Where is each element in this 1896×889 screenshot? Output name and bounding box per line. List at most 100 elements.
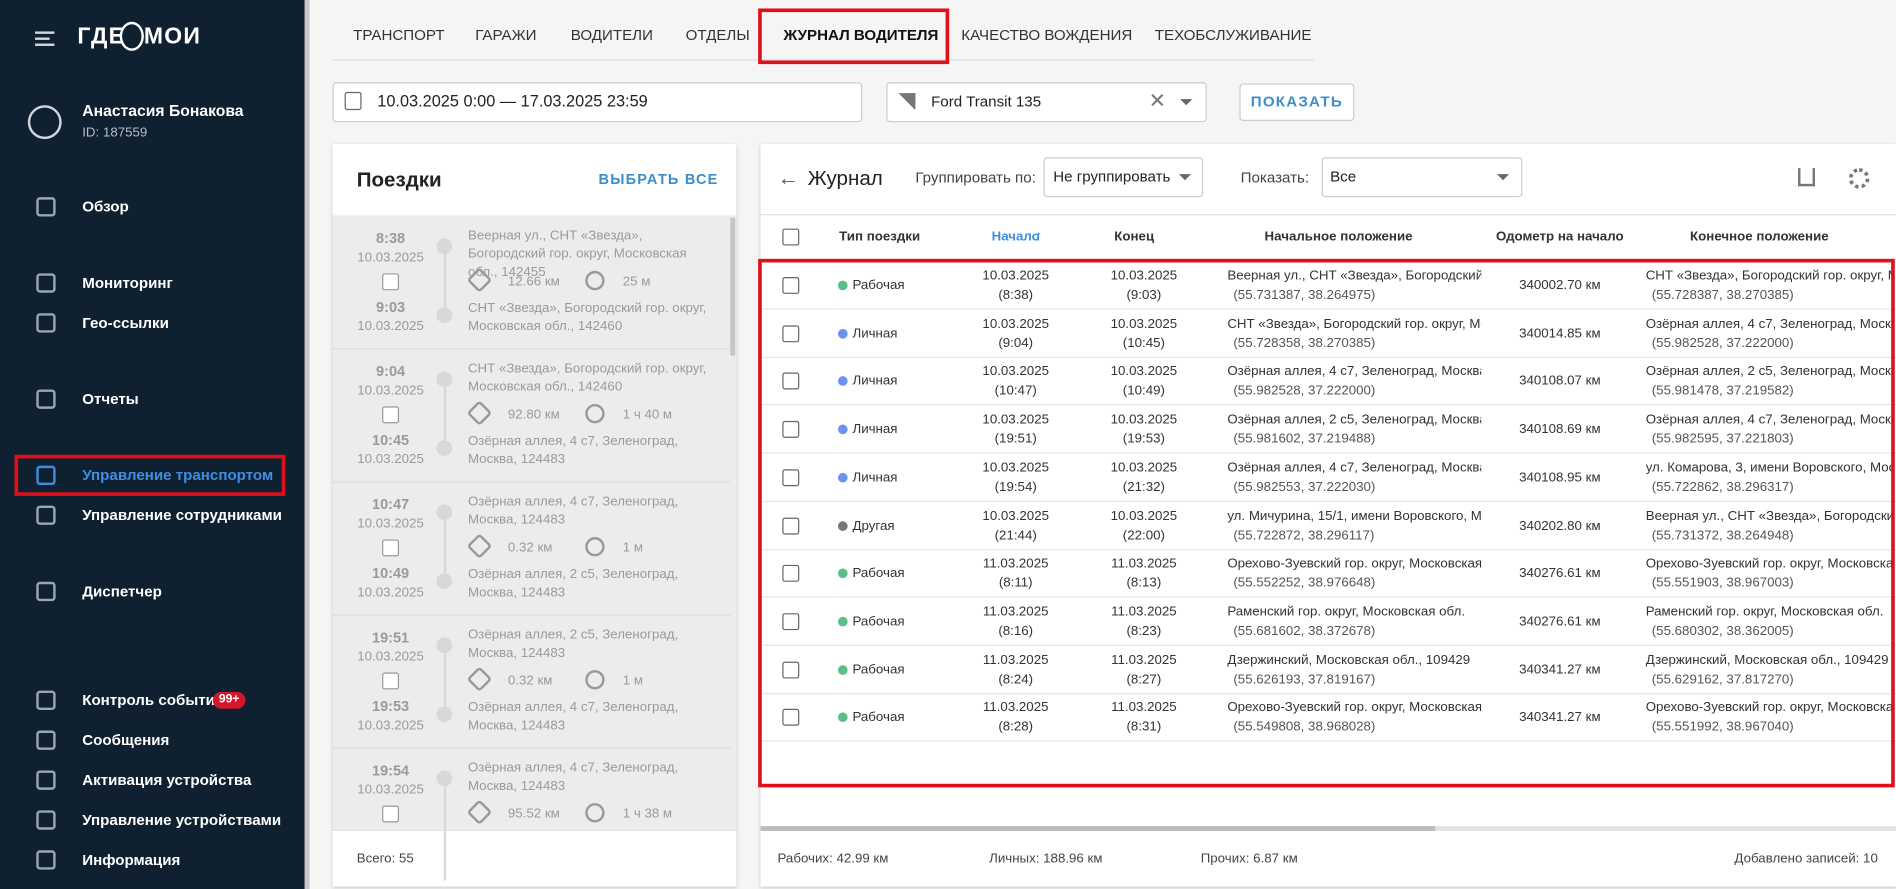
menu-icon — [36, 389, 56, 409]
start-coords: (55.681602, 38.372678) — [1233, 623, 1376, 639]
tab[interactable]: ГАРАЖИ — [475, 26, 537, 44]
row-checkbox[interactable] — [782, 709, 800, 727]
trip-checkbox[interactable] — [382, 672, 400, 690]
row-checkbox[interactable] — [782, 324, 800, 342]
tab[interactable]: ЖУРНАЛ ВОДИТЕЛЯ — [783, 26, 939, 44]
start-time: (8:28) — [998, 720, 1034, 735]
column-header[interactable]: Тип поездки — [839, 229, 921, 245]
clear-icon: ✕ — [1148, 89, 1166, 113]
end-time: (22:00) — [1122, 527, 1165, 543]
route-line — [443, 245, 447, 315]
trips-scrollbar — [730, 217, 736, 356]
show-button[interactable]: ПОКАЗАТЬ — [1239, 83, 1355, 121]
column-header[interactable]: Конец — [1114, 229, 1155, 245]
route-dot — [436, 706, 453, 723]
menu-toggle[interactable] — [35, 31, 55, 46]
select-all[interactable]: ВЫБРАТЬ ВСЕ — [598, 170, 719, 188]
footer-added: Добавлено записей: 10 — [1734, 851, 1878, 867]
trips-list — [332, 215, 737, 830]
start-address: СНТ «Звезда», Богородский гор. округ, Мо… — [1227, 316, 1482, 332]
start-time: (8:24) — [998, 672, 1034, 687]
row-divider — [760, 356, 1896, 358]
odometer: 340002.70 км — [1519, 278, 1601, 293]
tab[interactable]: ОТДЕЛЫ — [685, 26, 750, 44]
trip-start-time: 8:38 — [376, 229, 406, 247]
column-header[interactable]: Начало — [991, 229, 1040, 245]
duration-icon — [585, 403, 605, 424]
menu-item[interactable]: Управление сотрудниками — [82, 506, 282, 524]
row-checkbox[interactable] — [782, 565, 800, 583]
trip-start-date: 10.03.2025 — [357, 383, 424, 398]
trip-checkbox[interactable] — [382, 539, 400, 557]
trip-start-date: 10.03.2025 — [357, 782, 424, 798]
menu-icon — [36, 273, 56, 293]
row-checkbox[interactable] — [782, 661, 800, 679]
route-line — [443, 378, 447, 448]
row-checkbox[interactable] — [782, 517, 800, 535]
trip-duration: 25 м — [622, 274, 651, 290]
tab[interactable]: ТЕХОБСЛУЖИВАНИЕ — [1154, 26, 1312, 44]
menu-item[interactable]: Обзор — [82, 198, 129, 216]
type-dot — [837, 376, 848, 387]
back-arrow[interactable]: ← — [777, 165, 800, 190]
period-input[interactable] — [332, 82, 863, 123]
group-select[interactable] — [1043, 157, 1204, 198]
row-checkbox[interactable] — [782, 276, 800, 294]
row-checkbox[interactable] — [782, 373, 800, 390]
menu-item[interactable]: Активация устройства — [82, 771, 252, 789]
menu-icon — [36, 850, 56, 870]
menu-item[interactable]: Управление устройствами — [82, 811, 282, 829]
show-select[interactable] — [1321, 157, 1523, 198]
menu-item[interactable]: Диспетчер — [82, 582, 162, 600]
dropdown-arrow — [1178, 174, 1192, 181]
trip-checkbox[interactable] — [382, 805, 400, 823]
column-header[interactable]: Начальное положение — [1264, 229, 1413, 245]
end-time: (21:32) — [1122, 479, 1165, 495]
tab[interactable]: КАЧЕСТВО ВОЖДЕНИЯ — [961, 26, 1133, 44]
trip-divider — [332, 481, 731, 483]
menu-item[interactable]: Контроль событий — [82, 691, 225, 709]
menu-item[interactable]: Гео-ссылки — [82, 314, 169, 332]
start-address: Озёрная аллея, 4 с7, Зеленоград, Москва,… — [1227, 364, 1482, 380]
vehicle-input[interactable] — [886, 82, 1207, 123]
tab[interactable]: ВОДИТЕЛИ — [570, 26, 653, 44]
menu-item[interactable]: Отчеты — [82, 390, 139, 408]
row-checkbox[interactable] — [782, 421, 800, 438]
footer-stat: Рабочих: 42.99 км — [777, 851, 889, 867]
route-dot — [436, 573, 453, 590]
trip-end-time: 10:49 — [371, 564, 410, 582]
row-checkbox[interactable] — [782, 613, 800, 631]
end-time: (8:23) — [1126, 623, 1162, 639]
column-header[interactable]: Конечное положение — [1690, 229, 1829, 245]
trip-start-time: 10:47 — [371, 495, 410, 513]
route-dot — [436, 504, 453, 521]
download-icon[interactable] — [1798, 168, 1815, 187]
row-checkbox[interactable] — [782, 469, 800, 486]
route-line — [443, 644, 447, 714]
end-address: Озёрная аллея, 4 с7, Зеленоград, Москва,… — [1645, 316, 1894, 332]
end-date: 10.03.2025 — [1110, 460, 1178, 476]
start-time: (19:54) — [994, 479, 1037, 495]
settings-icon[interactable] — [1848, 168, 1870, 189]
end-date: 10.03.2025 — [1110, 508, 1178, 524]
column-header[interactable]: Одометр на начало — [1496, 229, 1624, 245]
row-divider — [760, 500, 1896, 502]
end-time: (10:45) — [1122, 335, 1165, 351]
trip-checkbox[interactable] — [382, 273, 400, 291]
odometer: 340276.61 км — [1519, 614, 1601, 629]
trip-checkbox[interactable] — [382, 406, 400, 424]
menu-item[interactable]: Мониторинг — [82, 274, 173, 292]
tab[interactable]: ТРАНСПОРТ — [353, 26, 445, 44]
menu-item[interactable]: Сообщения — [82, 731, 170, 749]
trip-type: Рабочая — [852, 614, 905, 629]
start-coords: (55.982528, 37.222000) — [1233, 383, 1376, 399]
route-line — [443, 511, 447, 581]
type-dot — [837, 280, 848, 291]
header-checkbox[interactable] — [782, 228, 800, 246]
menu-toggle-mid — [35, 37, 50, 40]
start-address: Дзержинский, Московская обл., 109429 — [1227, 652, 1471, 668]
menu-icon — [36, 810, 56, 830]
menu-item[interactable]: Управление транспортом — [82, 466, 274, 484]
menu-item[interactable]: Информация — [82, 851, 181, 869]
